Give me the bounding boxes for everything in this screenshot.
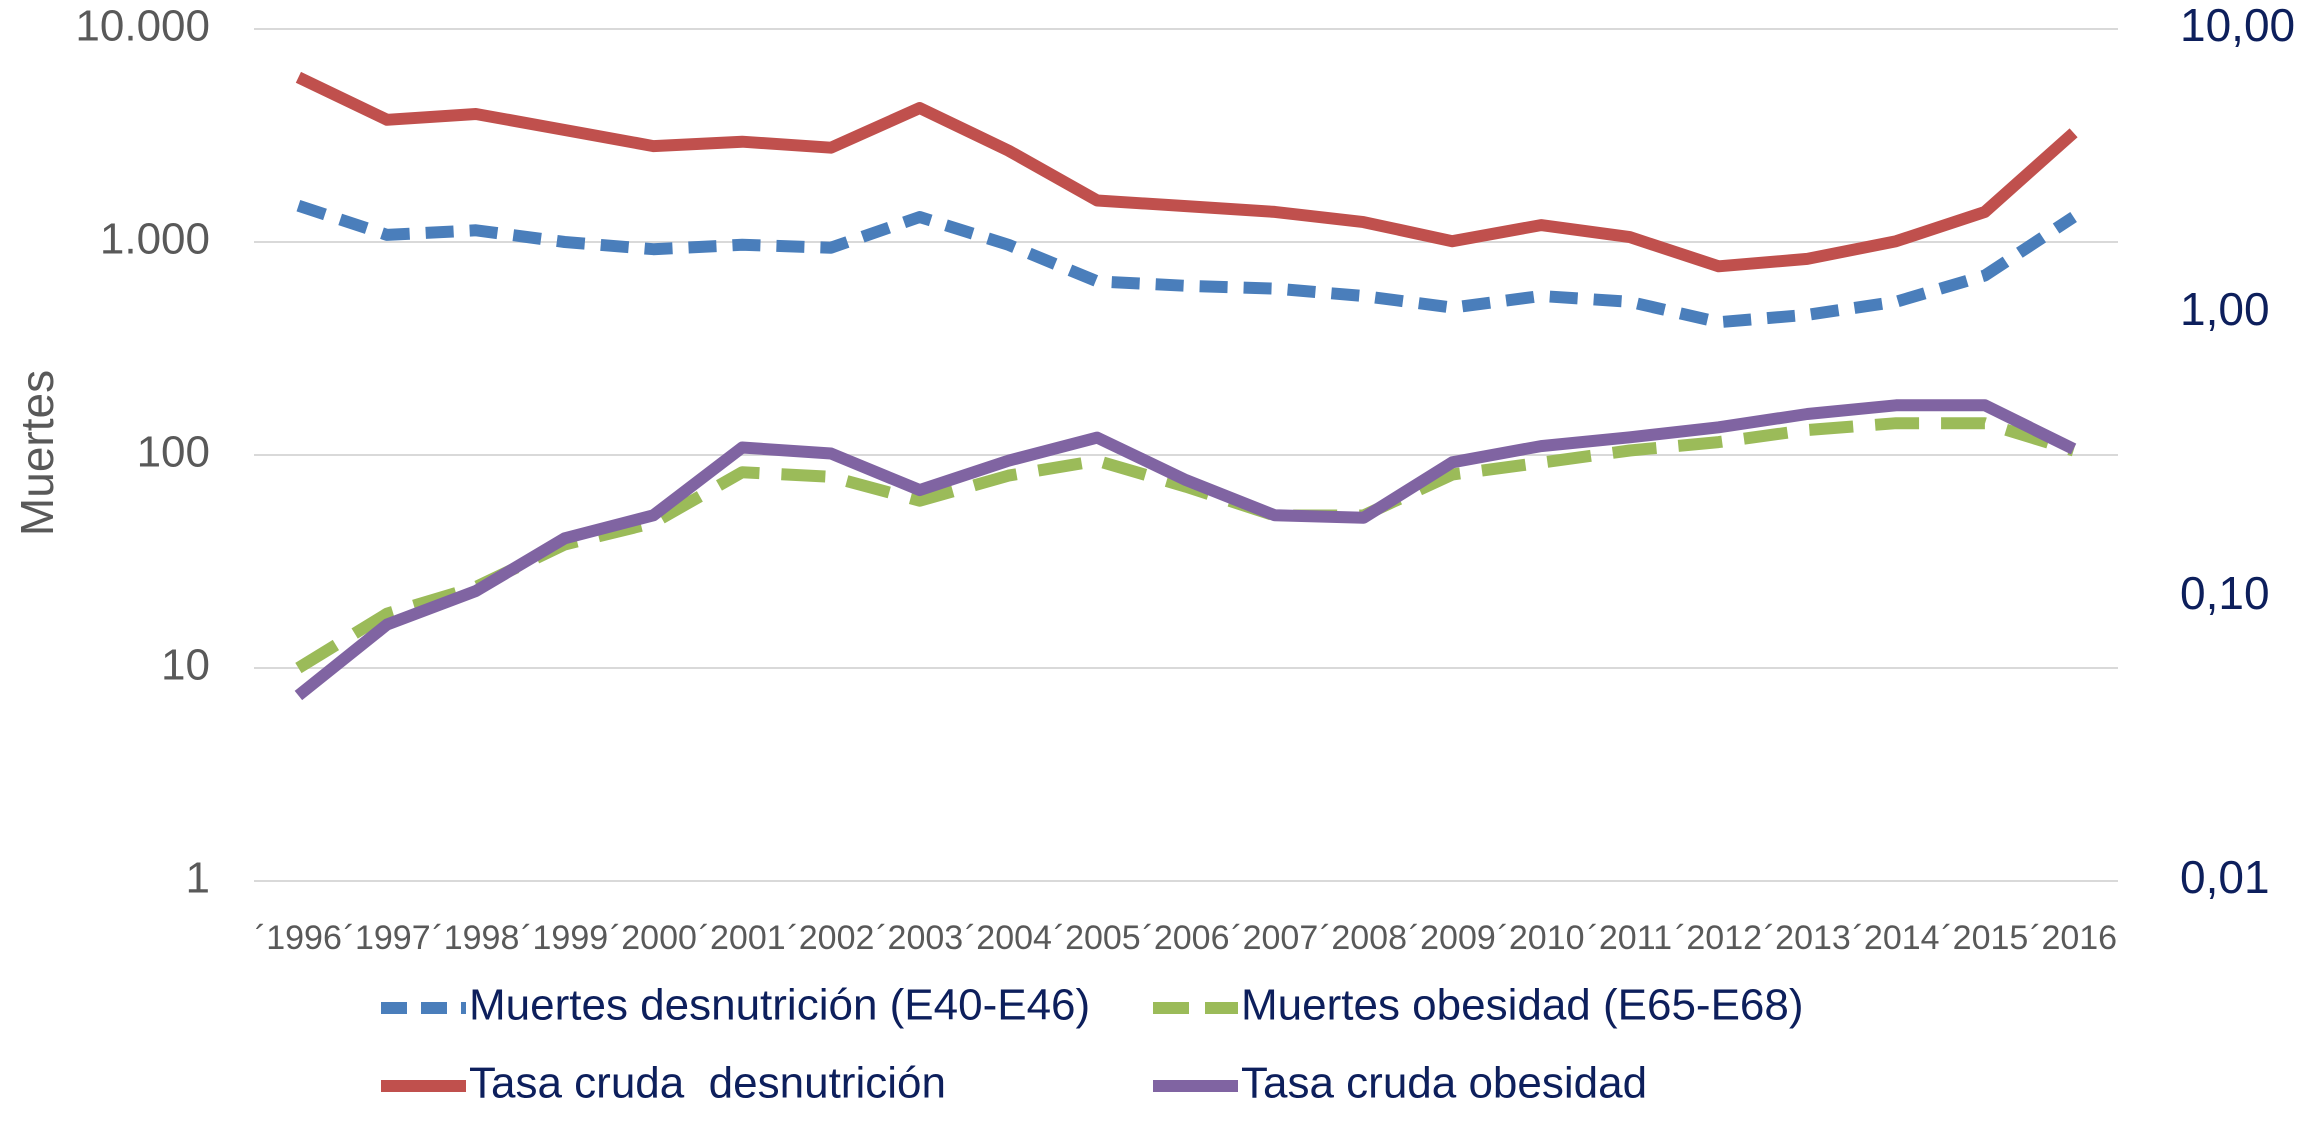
x-tick-label: ´2000 [610, 919, 697, 957]
x-tick-label: ´2008 [1320, 919, 1407, 957]
x-tick-label: ´1997 [344, 919, 431, 957]
x-tick-label: ´2009 [1409, 919, 1496, 957]
legend-label: Tasa cruda desnutrición [469, 1059, 946, 1108]
x-tick-label: ´2003 [876, 919, 963, 957]
series-line [295, 417, 2076, 674]
y-axis-label: Muertes [11, 370, 63, 536]
y-tick-label: 1 [186, 854, 210, 903]
x-tick-label: ´2001 [699, 919, 786, 957]
y2-tick-label: 10,00 [2180, 0, 2295, 51]
x-tick-label: ´1998 [432, 919, 519, 957]
x-tick-label: ´2011 [1588, 919, 1672, 957]
legend-label: Muertes obesidad (E65-E68) [1241, 981, 1804, 1030]
x-tick-label: ´2007 [1231, 919, 1318, 957]
y-tick-label: 100 [137, 428, 210, 477]
x-tick-label: ´2006 [1143, 919, 1230, 957]
y-tick-label: 10 [161, 641, 210, 690]
legend-label: Muertes desnutrición (E40-E46) [469, 981, 1090, 1030]
y-tick-label: 10.000 [75, 2, 210, 51]
x-tick-label: ´2013 [1764, 919, 1851, 957]
x-tick-label: ´2014 [1853, 919, 1940, 957]
y2-tick-label: 1,00 [2180, 283, 2270, 335]
x-tick-label: ´2010 [1498, 919, 1585, 957]
x-tick-label: ´2004 [965, 919, 1052, 957]
y2-tick-label: 0,10 [2180, 567, 2270, 619]
x-tick-label: ´2015 [1941, 919, 2028, 957]
series-line [295, 71, 2078, 273]
x-tick-label: ´2016 [2030, 919, 2117, 957]
x-tick-label: ´2002 [787, 919, 874, 957]
x-tick-label: ´1999 [521, 919, 608, 957]
y2-tick-label: 0,01 [2180, 851, 2270, 903]
x-tick-label: ´1996 [255, 919, 342, 957]
series-line [294, 399, 2077, 701]
series-line [296, 200, 2077, 329]
y-tick-label: 1.000 [100, 215, 210, 264]
legend-label: Tasa cruda obesidad [1241, 1059, 1647, 1108]
x-tick-label: ´2005 [1054, 919, 1141, 957]
x-tick-label: ´2012 [1675, 919, 1762, 957]
